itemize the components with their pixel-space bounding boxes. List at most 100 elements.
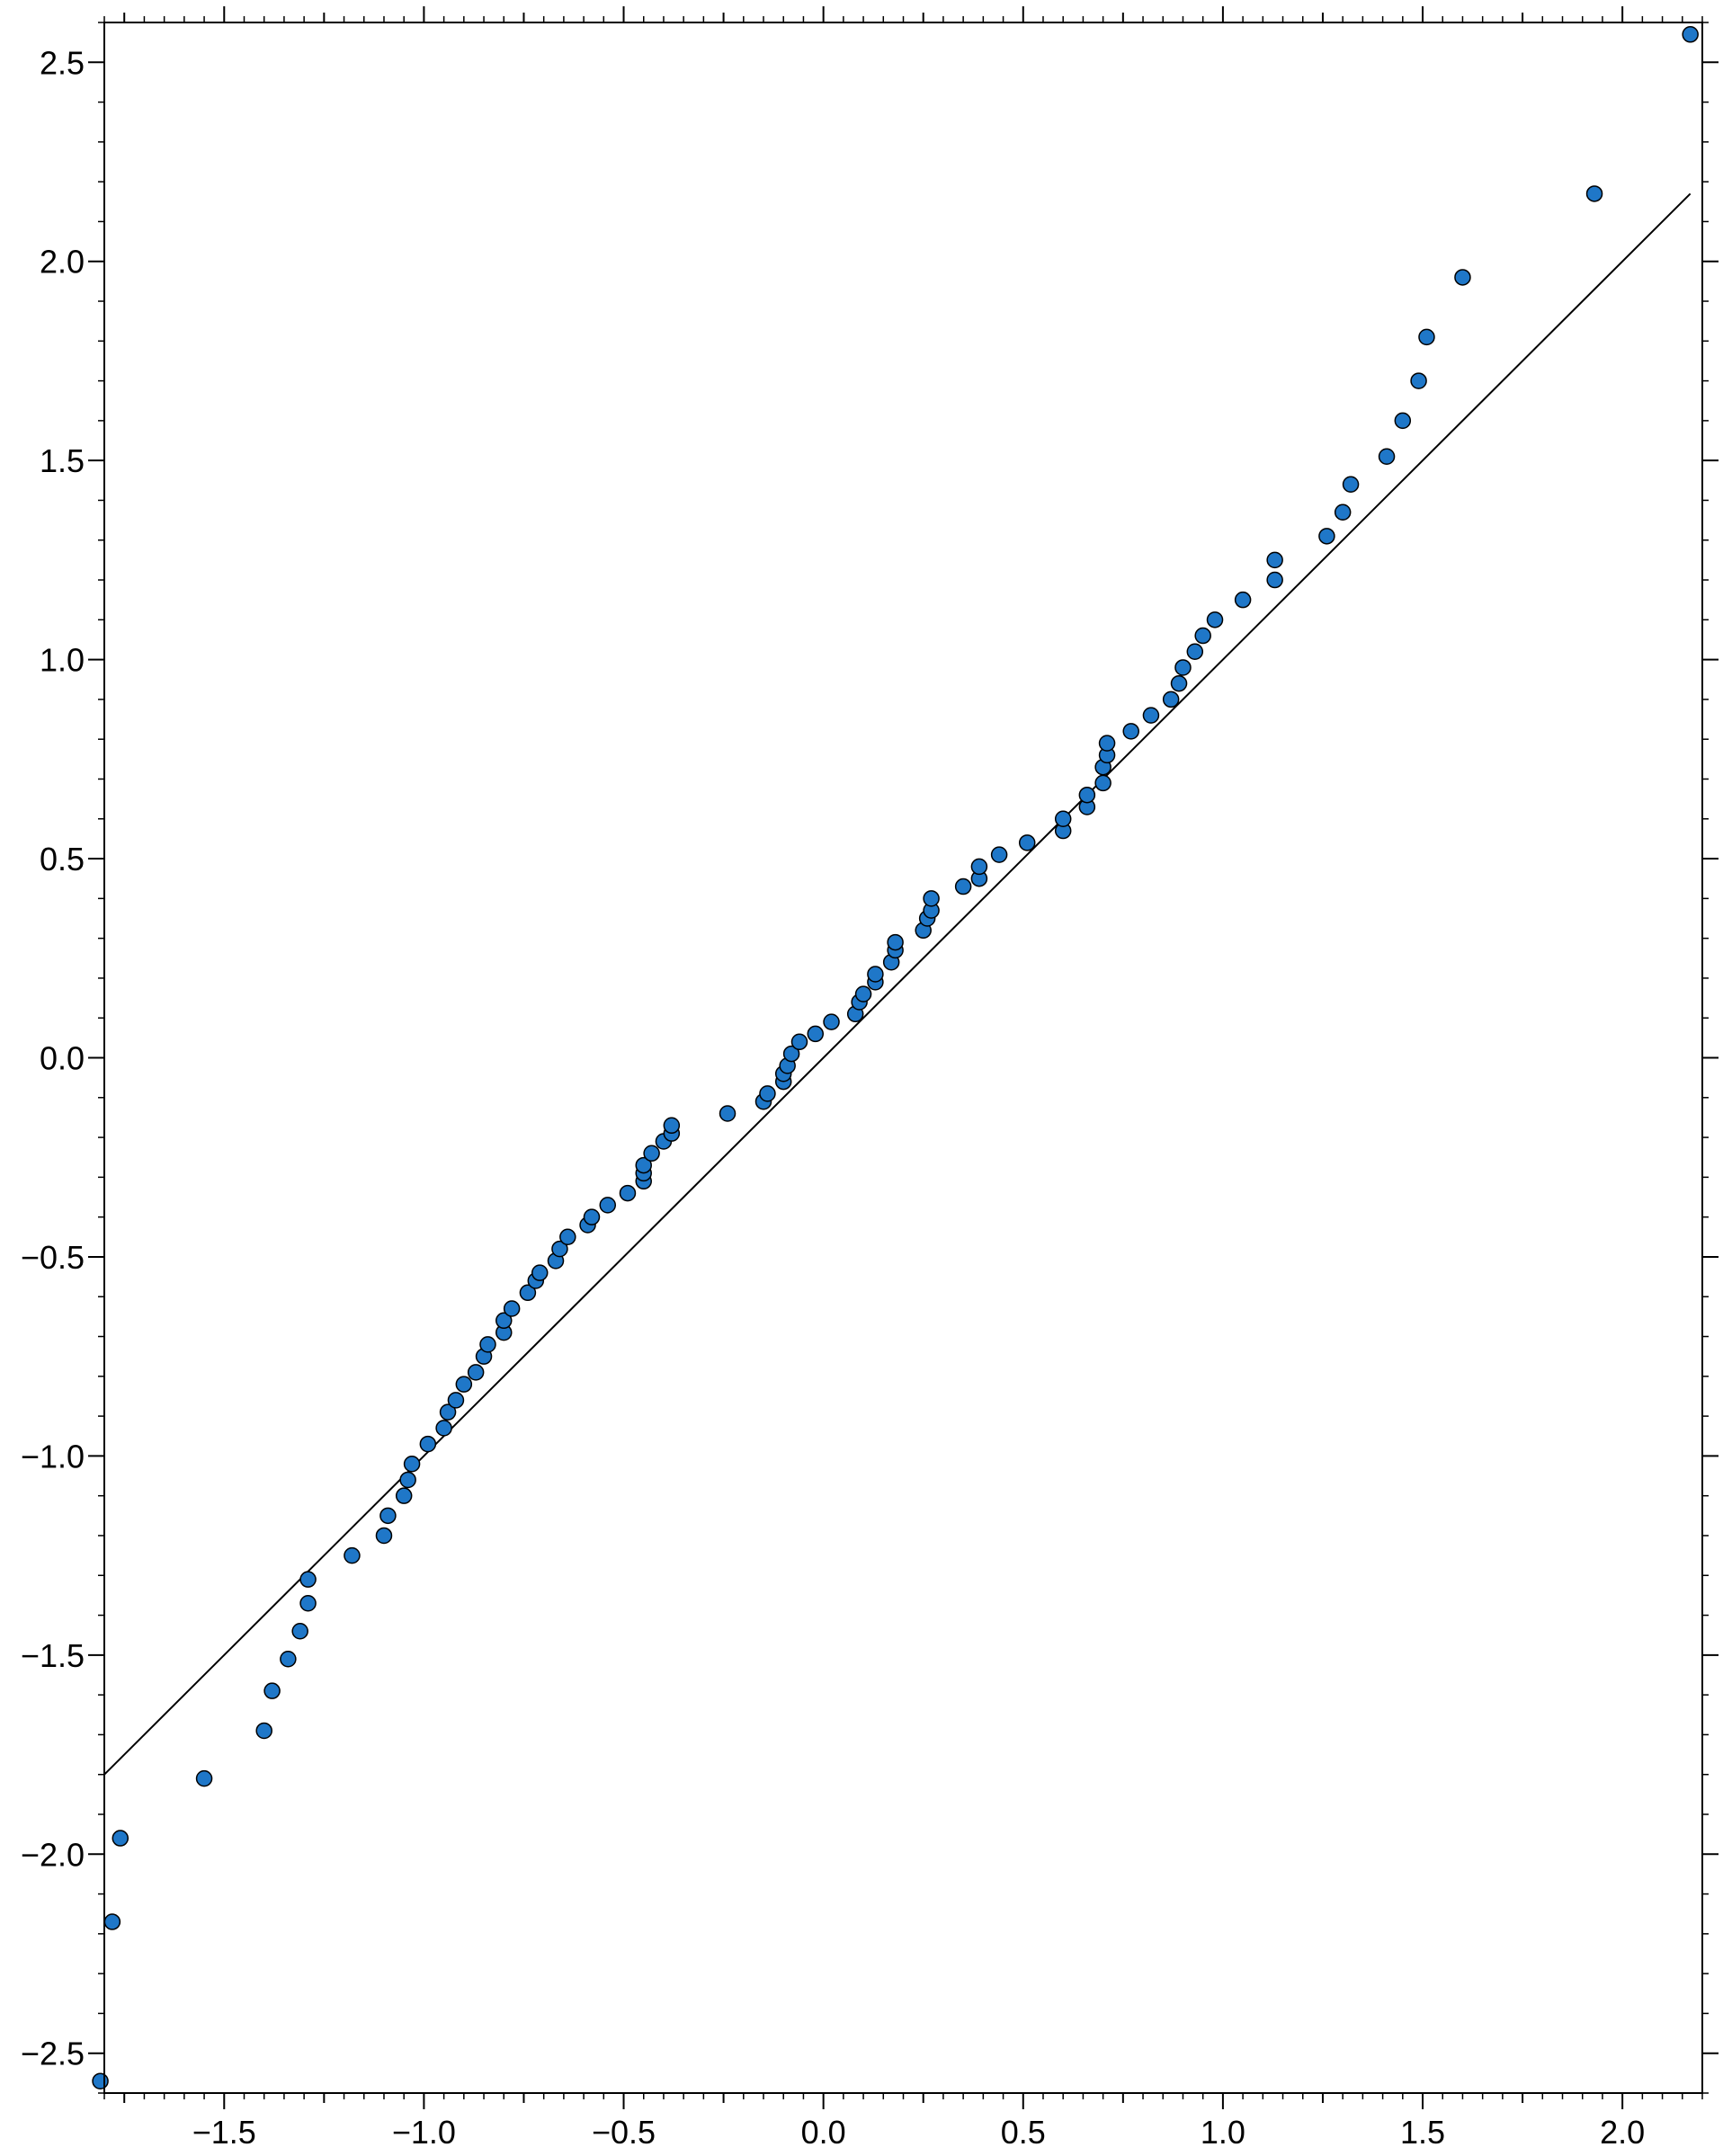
data-point bbox=[823, 1013, 840, 1030]
y-tick-label: 1.0 bbox=[40, 642, 85, 679]
data-point bbox=[954, 878, 972, 895]
data-point bbox=[807, 1025, 825, 1043]
data-point bbox=[719, 1105, 737, 1122]
data-point bbox=[1454, 269, 1471, 286]
data-point bbox=[923, 890, 940, 907]
data-point bbox=[663, 1117, 681, 1135]
data-point bbox=[1334, 503, 1352, 521]
data-point bbox=[467, 1364, 485, 1381]
data-point bbox=[1266, 571, 1283, 589]
x-tick-label: 0.5 bbox=[1001, 2114, 1046, 2151]
data-point bbox=[1194, 627, 1211, 645]
data-point bbox=[395, 1487, 413, 1504]
y-tick-label: 2.5 bbox=[40, 44, 85, 81]
y-tick-label: −2.5 bbox=[21, 2036, 85, 2072]
data-point bbox=[1094, 774, 1111, 792]
y-tick-label: 1.5 bbox=[40, 442, 85, 479]
data-point bbox=[1122, 723, 1139, 740]
data-point bbox=[990, 846, 1008, 863]
plot-frame bbox=[103, 22, 1703, 2094]
data-point bbox=[439, 1403, 457, 1421]
data-point bbox=[1418, 328, 1435, 346]
x-tick-label: 1.5 bbox=[1400, 2114, 1445, 2151]
y-tick-label: 2.0 bbox=[40, 244, 85, 281]
data-point bbox=[92, 2072, 109, 2089]
y-tick-label: −1.5 bbox=[21, 1637, 85, 1674]
reference-line bbox=[103, 192, 1692, 1776]
data-point bbox=[1234, 591, 1252, 609]
data-point bbox=[551, 1240, 568, 1258]
data-point bbox=[1410, 372, 1427, 389]
axis-tick-labels: −1.5 −1.0 −0.5 0.0 0.5 1.0 1.5 2.0 −2.5 −2.0 −1.5 −… bbox=[21, 44, 1645, 2151]
data-point bbox=[455, 1376, 473, 1393]
data-point bbox=[1174, 659, 1192, 676]
data-point bbox=[1206, 611, 1224, 628]
y-tick-label: 0.0 bbox=[40, 1040, 85, 1077]
data-point bbox=[1682, 26, 1699, 43]
x-tick-label: 2.0 bbox=[1600, 2114, 1645, 2151]
data-point bbox=[291, 1623, 308, 1640]
data-point bbox=[1054, 810, 1072, 828]
x-tick-label: 1.0 bbox=[1201, 2114, 1245, 2151]
y-tick-label: −2.0 bbox=[21, 1836, 85, 1873]
data-point bbox=[1266, 551, 1283, 569]
data-point bbox=[519, 1284, 537, 1302]
data-point bbox=[1394, 412, 1412, 430]
data-point bbox=[1162, 690, 1180, 708]
data-point bbox=[447, 1392, 465, 1409]
data-point bbox=[375, 1527, 393, 1545]
data-point bbox=[790, 1033, 808, 1051]
data-point bbox=[263, 1682, 281, 1699]
data-point bbox=[1142, 707, 1160, 724]
data-point bbox=[379, 1507, 397, 1525]
data-points bbox=[92, 26, 1699, 2089]
data-point bbox=[1186, 643, 1204, 661]
data-point bbox=[299, 1571, 317, 1588]
data-point bbox=[1318, 528, 1335, 545]
data-point bbox=[970, 858, 988, 876]
data-point bbox=[435, 1420, 452, 1437]
data-point bbox=[344, 1546, 361, 1564]
data-point bbox=[112, 1830, 129, 1847]
data-point bbox=[599, 1197, 617, 1214]
data-point bbox=[782, 1045, 800, 1063]
data-point bbox=[1018, 834, 1036, 851]
data-point bbox=[419, 1435, 437, 1453]
data-point bbox=[854, 985, 872, 1002]
data-point bbox=[479, 1336, 496, 1353]
data-point bbox=[867, 966, 884, 983]
data-point bbox=[1098, 735, 1116, 752]
x-tick-label: −0.5 bbox=[592, 2114, 656, 2151]
data-point bbox=[495, 1312, 513, 1330]
data-point bbox=[759, 1085, 776, 1102]
data-point bbox=[299, 1595, 317, 1612]
data-point bbox=[1170, 674, 1188, 692]
data-point bbox=[583, 1208, 601, 1225]
data-point bbox=[403, 1455, 421, 1473]
data-point bbox=[195, 1769, 213, 1787]
reference-line-layer bbox=[103, 192, 1692, 1776]
x-tick-label: −1.5 bbox=[192, 2114, 256, 2151]
x-tick-label: −1.0 bbox=[392, 2114, 456, 2151]
data-point bbox=[255, 1722, 272, 1740]
y-tick-label: 0.5 bbox=[40, 841, 85, 878]
data-point bbox=[1585, 185, 1603, 202]
data-point bbox=[399, 1471, 416, 1489]
data-point bbox=[103, 1913, 121, 1930]
data-point bbox=[619, 1184, 637, 1202]
data-point bbox=[559, 1228, 576, 1246]
data-point bbox=[635, 1156, 652, 1174]
data-point bbox=[643, 1145, 660, 1163]
data-point bbox=[887, 933, 904, 951]
data-point bbox=[1342, 476, 1360, 493]
data-point bbox=[280, 1651, 297, 1668]
y-tick-label: −1.0 bbox=[21, 1438, 85, 1474]
data-point bbox=[1378, 448, 1396, 465]
data-point bbox=[503, 1300, 521, 1317]
data-point bbox=[1078, 786, 1096, 804]
y-tick-label: −0.5 bbox=[21, 1239, 85, 1276]
data-point bbox=[531, 1264, 549, 1281]
axis-ticks bbox=[88, 6, 1719, 2109]
x-tick-label: 0.0 bbox=[801, 2114, 846, 2151]
